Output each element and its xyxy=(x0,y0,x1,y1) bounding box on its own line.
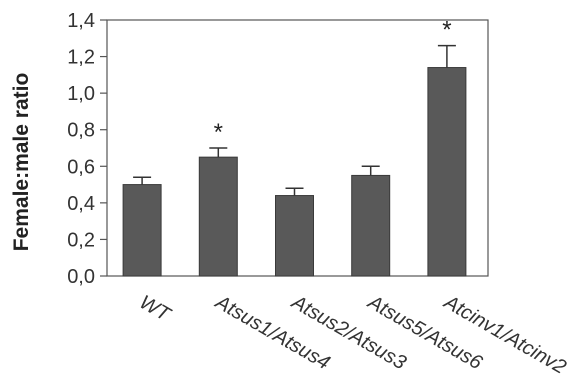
x-axis-category-labels: WT Atsus1/Atsus4Atsus2/Atsus3Atsus5/Atsus… xyxy=(136,291,570,379)
y-tick-label: 0,2 xyxy=(67,229,95,251)
y-tick-label: 0,0 xyxy=(67,266,95,288)
significance-asterisk: * xyxy=(442,17,451,44)
y-tick-label: 0,4 xyxy=(67,193,95,215)
bar xyxy=(198,156,238,277)
y-tick-label: 0,6 xyxy=(67,156,95,178)
x-category-label: Atcinv1/Atcinv2 xyxy=(440,291,570,379)
bar xyxy=(351,174,391,277)
y-tick-label: 0,8 xyxy=(67,120,95,142)
bars xyxy=(122,67,467,277)
error-bars xyxy=(133,44,456,196)
bar xyxy=(122,184,162,277)
y-axis-ticks: 0,0 0,2 0,4 0,6 0,8 1,0 1,2 1,4 xyxy=(67,10,107,288)
significance-asterisk: * xyxy=(214,119,223,146)
significance-markers: ** xyxy=(214,17,452,146)
bar xyxy=(427,67,467,277)
y-tick-label: 1,0 xyxy=(67,83,95,105)
x-category-label: WT xyxy=(136,291,175,326)
y-tick-label: 1,2 xyxy=(67,47,95,69)
bar xyxy=(275,195,314,277)
y-axis-label: Female:male ratio xyxy=(10,73,33,252)
y-tick-label: 1,4 xyxy=(67,10,95,32)
